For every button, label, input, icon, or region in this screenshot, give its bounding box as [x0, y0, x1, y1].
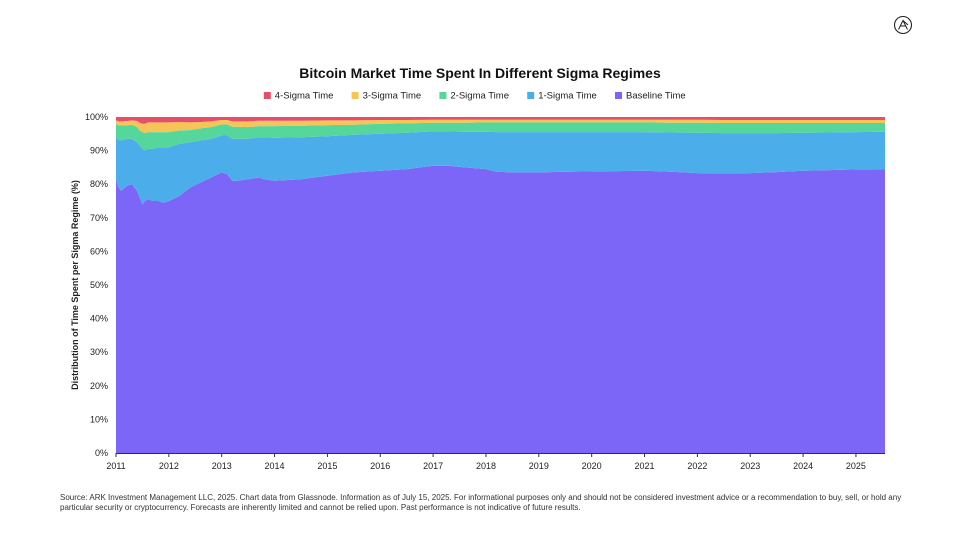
- legend-swatch: [439, 92, 447, 99]
- y-tick-label: 40%: [90, 314, 108, 324]
- y-tick-label: 30%: [90, 347, 108, 357]
- x-axis: 2011 2012 2013 2014 2015 2016 2017 2018 2019 2020…: [106, 453, 885, 471]
- x-tick-label: 2021: [635, 461, 655, 471]
- area-2-sigma-time: [116, 122, 885, 151]
- legend-item-2-sigma-time: 2-Sigma Time: [439, 91, 509, 102]
- y-axis: 0% 10% 20% 30% 40% 50% 60% 70% 80% 90% 100%: [85, 112, 108, 458]
- y-tick-label: 90%: [90, 146, 108, 156]
- x-tick-label: 2013: [212, 461, 232, 471]
- x-tick-label: 2012: [159, 461, 179, 471]
- y-tick-label: 70%: [90, 213, 108, 223]
- y-tick-label: 10%: [90, 414, 108, 424]
- ark-logo-icon: [893, 15, 913, 35]
- legend-item-1-sigma-time: 1-Sigma Time: [527, 91, 597, 102]
- y-tick-label: 80%: [90, 179, 108, 189]
- x-tick-label: 2015: [317, 461, 337, 471]
- x-tick-label: 2014: [265, 461, 285, 471]
- area-1-sigma-time: [116, 131, 885, 205]
- legend-label: 4-Sigma Time: [275, 91, 334, 102]
- y-axis-label: Distribution of Time Spent per Sigma Reg…: [70, 180, 80, 390]
- legend-label: Baseline Time: [626, 91, 686, 102]
- legend-swatch: [351, 92, 359, 99]
- x-tick-label: 2024: [793, 461, 813, 471]
- legend-swatch: [615, 92, 622, 99]
- legend-item-baseline-time: Baseline Time: [615, 91, 686, 102]
- x-tick-label: 2025: [846, 461, 866, 471]
- area-4-sigma-time: [116, 117, 885, 124]
- legend-item-3-sigma-time: 3-Sigma Time: [351, 91, 422, 102]
- y-tick-label: 0%: [95, 448, 108, 458]
- x-tick-label: 2016: [370, 461, 390, 471]
- legend-label: 2-Sigma Time: [450, 91, 509, 102]
- x-tick-label: 2018: [476, 461, 496, 471]
- legend: 4-Sigma Time 3-Sigma Time 2-Sigma Time 1-Si…: [263, 91, 686, 102]
- x-tick-label: 2017: [423, 461, 443, 471]
- area-baseline-time: [116, 165, 885, 453]
- chart-title: Bitcoin Market Time Spent In Different S…: [299, 65, 661, 81]
- source-footnote: Source: ARK Investment Management LLC, 2…: [60, 493, 902, 512]
- y-tick-label: 50%: [90, 280, 108, 290]
- x-tick-label: 2020: [582, 461, 602, 471]
- legend-swatch: [263, 92, 271, 99]
- legend-label: 3-Sigma Time: [363, 91, 422, 102]
- area-3-sigma-time: [116, 119, 885, 134]
- y-tick-label: 20%: [90, 381, 108, 391]
- y-tick-label: 60%: [90, 246, 108, 256]
- stacked-areas: [116, 117, 885, 453]
- x-tick-label: 2023: [740, 461, 760, 471]
- legend-swatch: [527, 92, 535, 99]
- x-tick-label: 2011: [106, 461, 125, 471]
- x-tick-label: 2019: [529, 461, 549, 471]
- legend-item-4-sigma-time: 4-Sigma Time: [263, 91, 334, 102]
- y-tick-label: 100%: [85, 112, 108, 122]
- legend-label: 1-Sigma Time: [538, 91, 597, 102]
- x-tick-label: 2022: [687, 461, 707, 471]
